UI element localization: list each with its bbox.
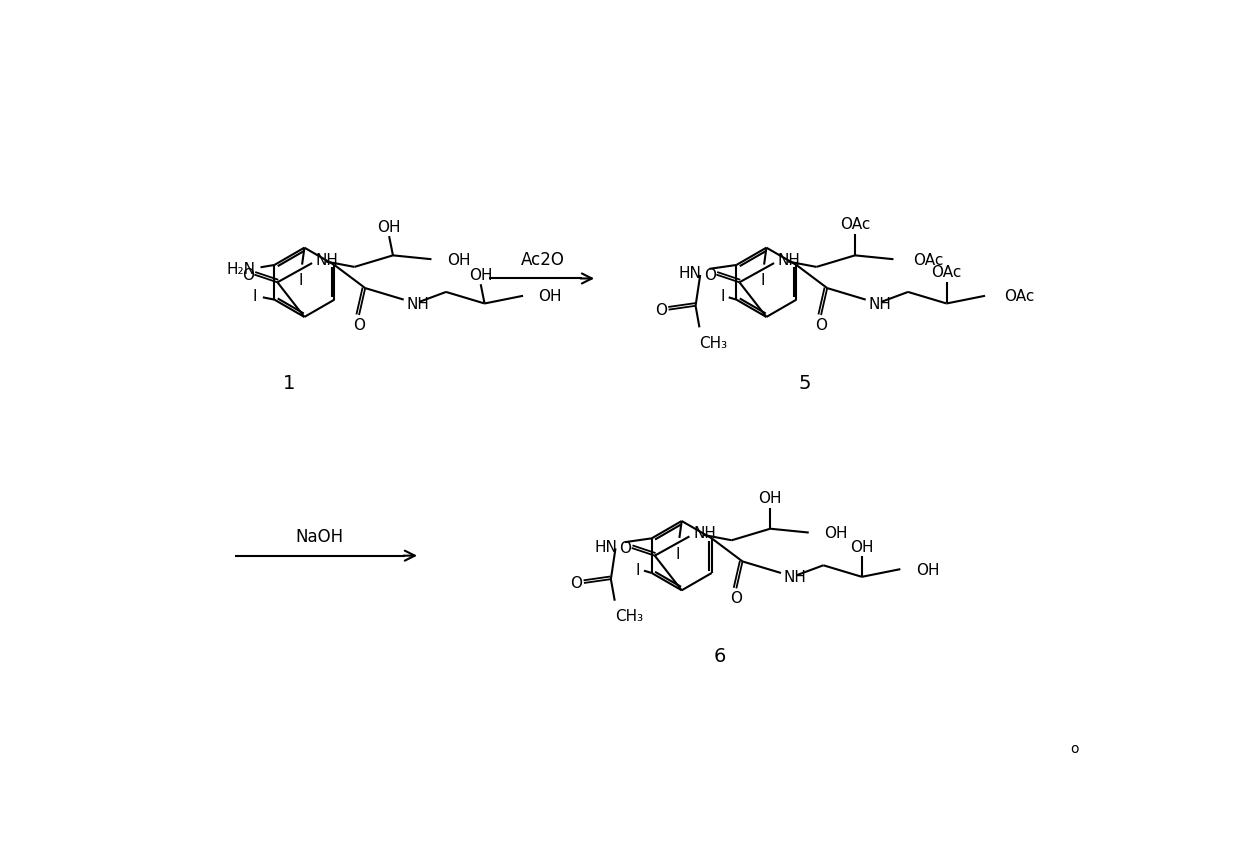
Text: OH: OH: [469, 268, 492, 282]
Text: NaOH: NaOH: [295, 527, 343, 546]
Text: NH: NH: [784, 570, 806, 584]
Text: NH: NH: [693, 526, 717, 540]
Text: OH: OH: [377, 219, 401, 234]
Text: O: O: [815, 318, 827, 332]
Text: I: I: [253, 289, 258, 304]
Text: OAc: OAc: [839, 216, 870, 231]
Text: Ac2O: Ac2O: [521, 251, 565, 269]
Text: HN: HN: [594, 539, 618, 554]
Text: O: O: [730, 590, 743, 606]
Text: 1: 1: [283, 373, 295, 393]
Text: CH₃: CH₃: [615, 608, 642, 624]
Text: NH: NH: [316, 252, 339, 268]
Text: OAc: OAc: [931, 264, 962, 279]
Text: H₂N: H₂N: [226, 262, 255, 277]
Text: O: O: [620, 541, 631, 556]
Text: I: I: [636, 562, 640, 577]
Text: 5: 5: [799, 373, 811, 393]
Text: 6: 6: [714, 647, 727, 665]
Text: O: O: [353, 318, 365, 332]
Text: NH: NH: [405, 296, 429, 312]
Text: O: O: [655, 302, 667, 318]
Text: I: I: [760, 273, 765, 288]
Text: I: I: [299, 273, 303, 288]
Text: OH: OH: [759, 491, 782, 506]
Text: OAc: OAc: [1004, 289, 1034, 304]
Text: OH: OH: [538, 289, 562, 304]
Text: O: O: [704, 268, 717, 283]
Text: O: O: [242, 268, 254, 283]
Text: CH₃: CH₃: [699, 336, 728, 351]
Text: OH: OH: [916, 562, 939, 577]
Text: NH: NH: [777, 252, 801, 268]
Text: HN: HN: [678, 266, 702, 281]
Text: OH: OH: [446, 252, 470, 268]
Text: I: I: [676, 546, 680, 561]
Text: OH: OH: [825, 526, 848, 540]
Text: I: I: [720, 289, 725, 304]
Text: NH: NH: [868, 296, 890, 312]
Text: o: o: [1070, 741, 1079, 755]
Text: O: O: [570, 576, 583, 590]
Text: OAc: OAc: [913, 252, 944, 268]
Text: OH: OH: [851, 539, 874, 554]
